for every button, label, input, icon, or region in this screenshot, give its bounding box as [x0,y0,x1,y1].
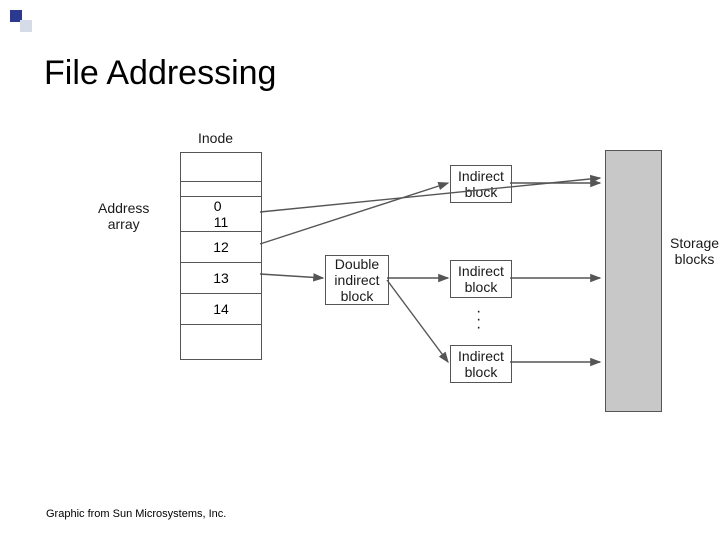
page-title: File Addressing [44,54,276,93]
arrow-inode-13-to-double [260,274,323,278]
inode-cell-0 [180,152,262,181]
diagram-area: Inode Address array 0 11121314 Indirect … [80,130,660,430]
arrow-inode-0-11-to-storage [260,178,600,212]
indirect-block-3: Indirect block [450,345,512,383]
indirect-block-1: Indirect block [450,165,512,203]
inode-column: 0 11121314 [180,152,262,360]
vertical-dots: ··· [476,308,481,332]
inode-cell-6 [180,324,262,360]
inode-cell-5: 14 [180,293,262,324]
inode-cell-3: 12 [180,231,262,262]
indirect-block-2: Indirect block [450,260,512,298]
address-array-label: Address array [98,200,149,232]
storage-blocks-label: Storage blocks [670,235,719,267]
storage-blocks-rect [605,150,662,412]
corner-sq-2 [20,20,32,32]
arrow-double-to-indirect3 [387,280,448,362]
arrow-inode-12-to-indirect1 [260,183,448,244]
double-indirect-block: Double indirect block [325,255,389,305]
inode-cell-2: 0 11 [180,196,262,231]
credit-line: Graphic from Sun Microsystems, Inc. [46,508,226,520]
inode-cell-4: 13 [180,262,262,293]
inode-label: Inode [198,130,233,146]
inode-cell-1 [180,181,262,196]
